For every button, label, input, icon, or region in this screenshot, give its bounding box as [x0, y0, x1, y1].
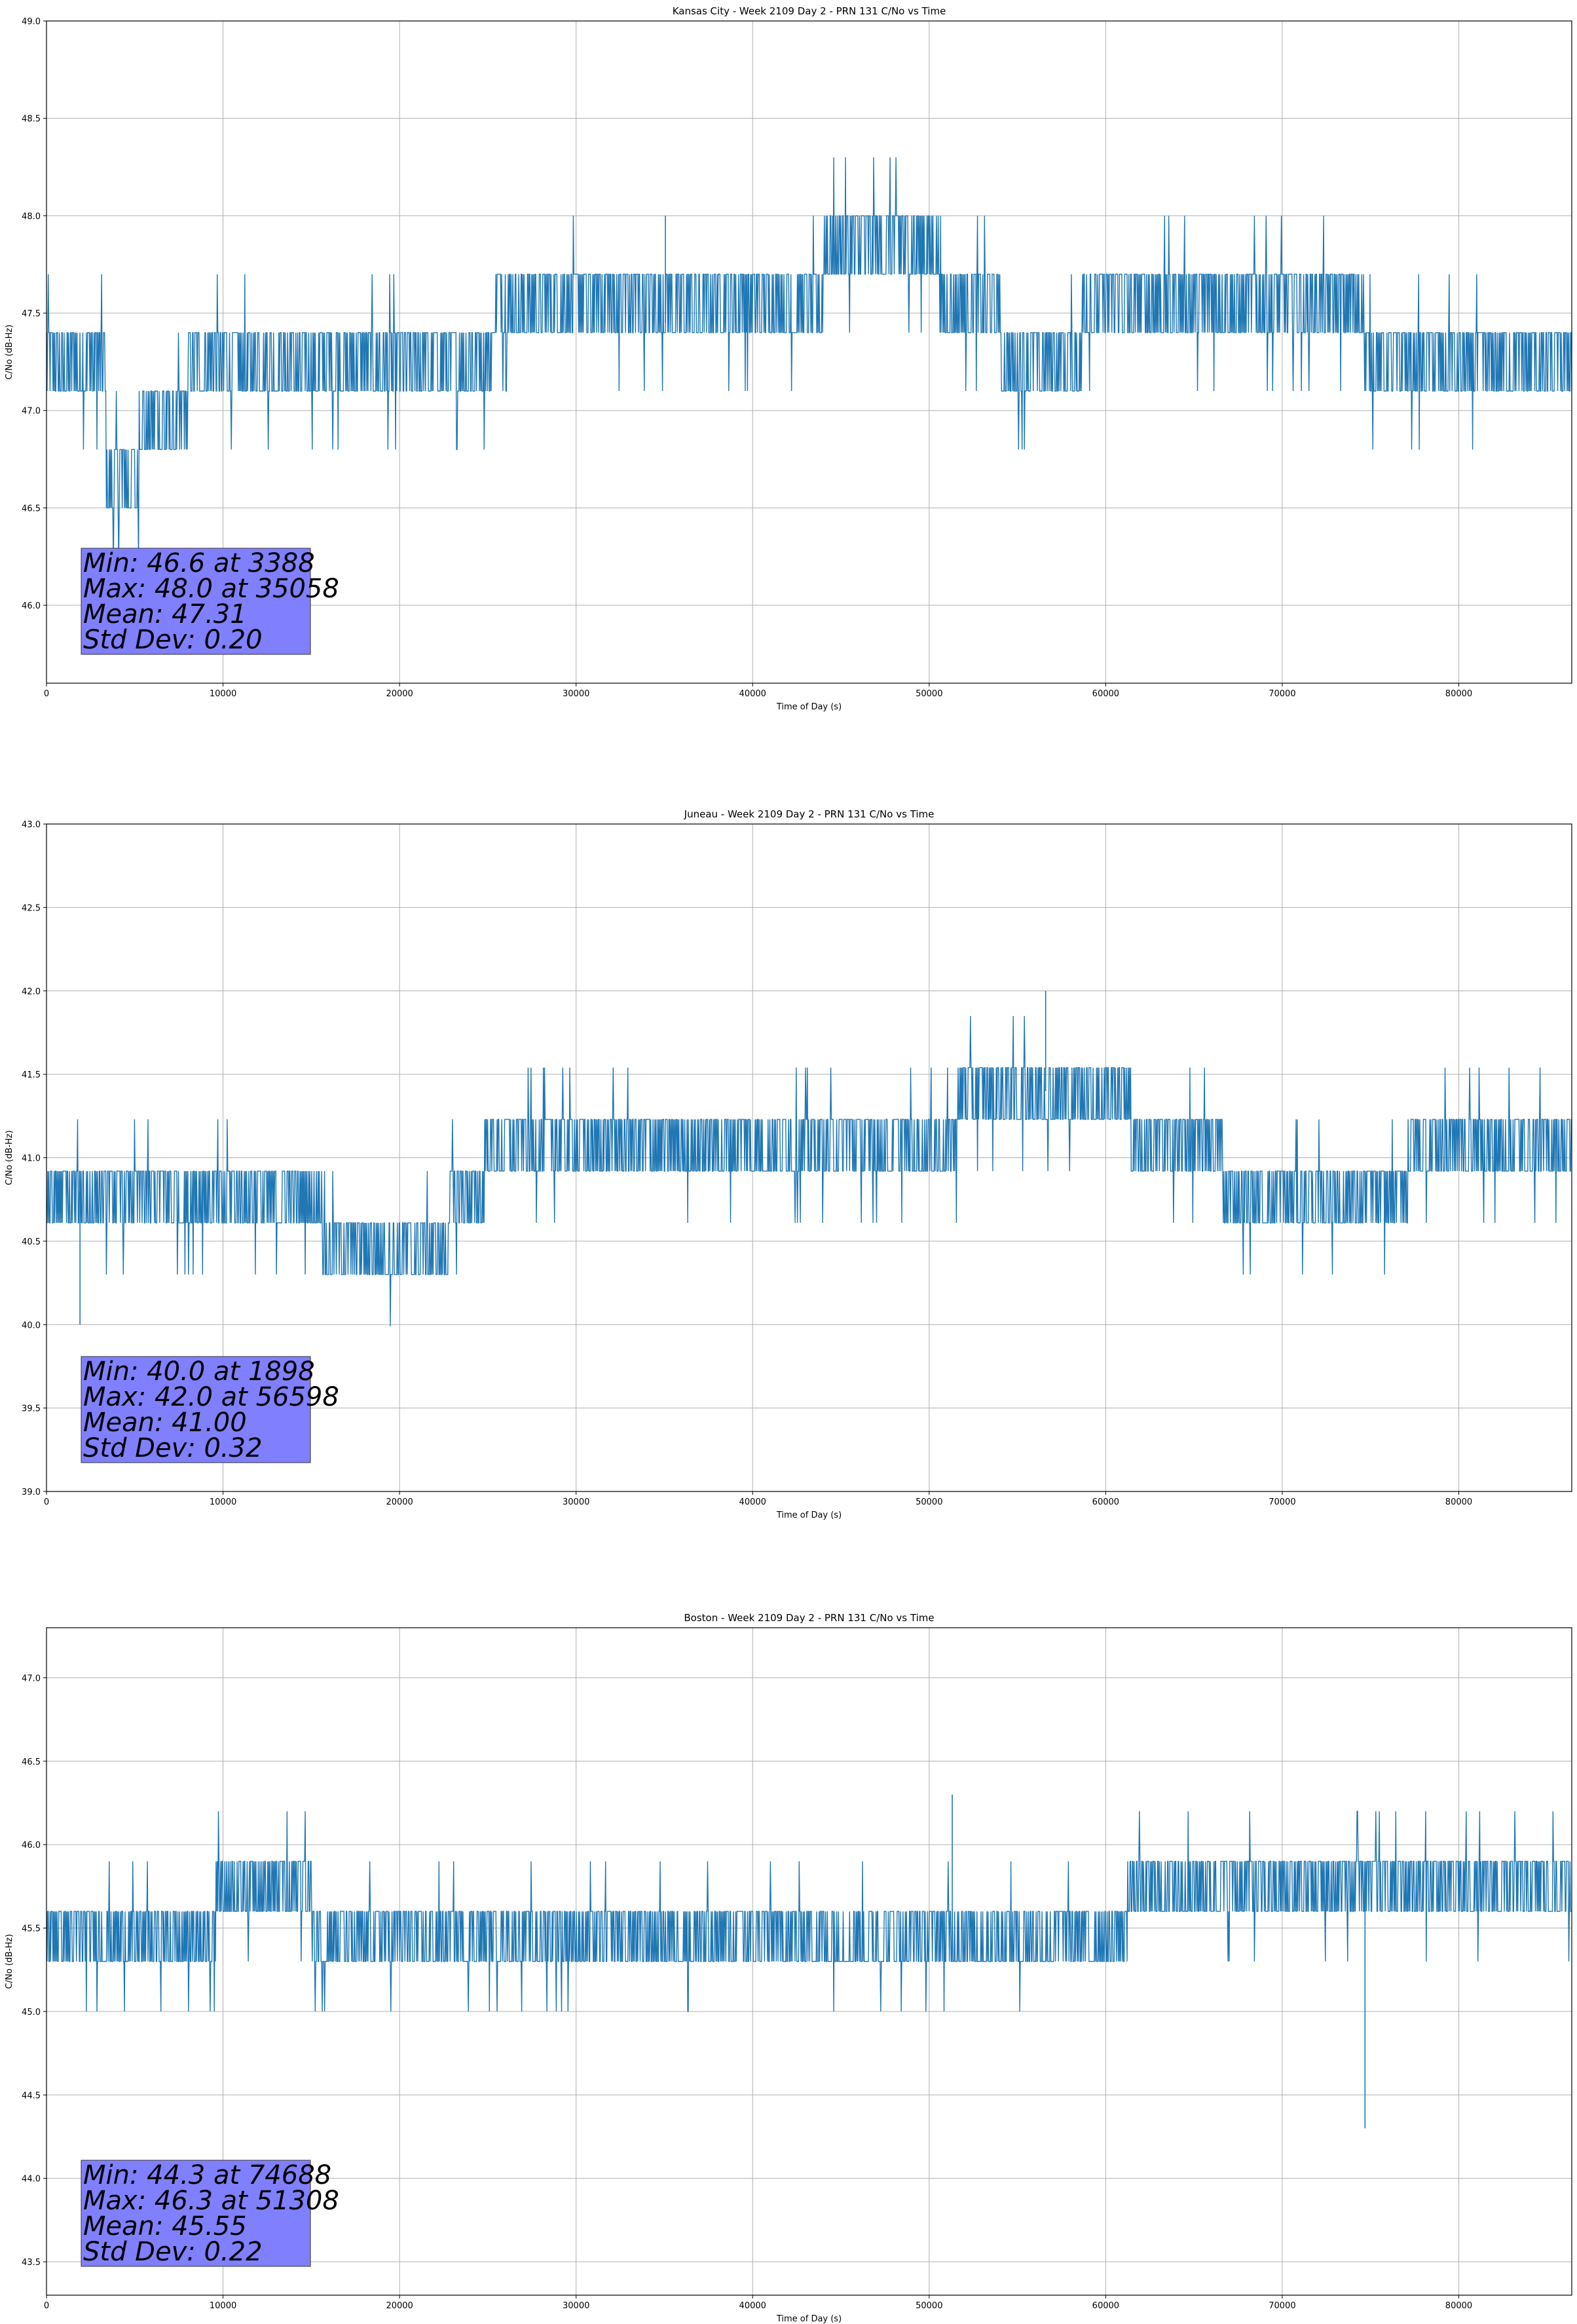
x-tick-label: 20000 [386, 2301, 413, 2311]
x-tick-label: 80000 [1445, 1497, 1472, 1507]
x-tick-label: 50000 [916, 2301, 942, 2311]
x-axis-label: Time of Day (s) [776, 1510, 842, 1520]
x-tick-label: 70000 [1269, 2301, 1295, 2311]
x-tick-label: 10000 [210, 689, 236, 699]
stats-line: Max: 48.0 at 35058 [83, 574, 339, 604]
x-axis-label: Time of Day (s) [776, 2314, 842, 2324]
data-series-line [46, 157, 1572, 567]
x-tick-label: 50000 [916, 1497, 942, 1507]
y-tick-label: 42.5 [22, 903, 41, 913]
chart-title: Boston - Week 2109 Day 2 - PRN 131 C/No … [684, 1612, 934, 1624]
stats-line: Min: 40.0 at 1898 [83, 1357, 315, 1387]
stats-line: Max: 46.3 at 51308 [83, 2186, 339, 2216]
y-tick-label: 46.5 [22, 504, 41, 514]
y-tick-label: 48.5 [22, 115, 41, 124]
x-tick-label: 40000 [739, 689, 766, 699]
stats-line: Min: 44.3 at 74688 [83, 2160, 331, 2190]
y-tick-label: 46.0 [22, 601, 41, 611]
chart-panel-3: 0 10000 20000 30000 40000 50000 60000 70000 8000… [5, 1612, 1572, 2324]
stats-line: Std Dev: 0.20 [83, 625, 263, 655]
y-tick-label: 44.5 [22, 2091, 41, 2101]
axes-frame [46, 20, 1572, 684]
y-axis-label: C/No (dB-Hz) [5, 325, 14, 380]
y-tick-label: 46.0 [22, 1841, 41, 1850]
x-tick-label: 0 [44, 1497, 49, 1507]
x-tick-label: 10000 [210, 2301, 236, 2311]
stats-line: Mean: 47.31 [83, 599, 247, 629]
y-tick-label: 41.0 [22, 1154, 41, 1164]
chart-title: Juneau - Week 2109 Day 2 - PRN 131 C/No … [684, 808, 935, 820]
y-tick-label: 39.0 [22, 1488, 41, 1497]
x-tick-label: 50000 [916, 689, 942, 699]
y-tick-label: 47.5 [22, 309, 41, 319]
x-tick-label: 80000 [1445, 2301, 1472, 2311]
stats-box [81, 1356, 311, 1463]
y-tick-label: 40.0 [22, 1321, 41, 1330]
stats-line: Std Dev: 0.32 [83, 1433, 263, 1463]
chart-panel-1: 0 10000 20000 30000 40000 50000 60000 70000 8000… [5, 5, 1572, 712]
x-tick-label: 30000 [563, 1497, 589, 1507]
x-tick-label: 70000 [1269, 689, 1295, 699]
stats-line: Min: 46.6 at 3388 [83, 548, 315, 578]
stats-box [81, 2160, 311, 2267]
x-axis-label: Time of Day (s) [776, 702, 842, 712]
chart-panel-2: 0 10000 20000 30000 40000 50000 60000 70000 8000… [5, 808, 1572, 1520]
x-tick-label: 0 [44, 2301, 49, 2311]
y-tick-label: 49.0 [22, 17, 41, 27]
y-tick-label: 47.0 [22, 407, 41, 417]
y-tick-label: 46.5 [22, 1757, 41, 1767]
x-tick-label: 60000 [1092, 1497, 1119, 1507]
x-tick-label: 60000 [1092, 2301, 1119, 2311]
stats-line: Mean: 41.00 [83, 1408, 247, 1438]
stats-box [81, 548, 311, 655]
y-tick-label: 43.0 [22, 820, 41, 830]
y-tick-label: 48.0 [22, 212, 41, 221]
x-tick-label: 60000 [1092, 689, 1119, 699]
x-tick-label: 0 [44, 689, 49, 699]
y-tick-label: 44.0 [22, 2175, 41, 2184]
data-series-line [46, 1015, 1572, 1326]
y-tick-label: 47.0 [22, 1674, 41, 1683]
y-tick-label: 45.5 [22, 1924, 41, 1934]
axes-frame [46, 1627, 1572, 2296]
y-tick-label: 43.5 [22, 2258, 41, 2268]
y-tick-label: 39.5 [22, 1404, 41, 1414]
stats-line: Max: 42.0 at 56598 [83, 1382, 339, 1412]
x-tick-label: 80000 [1445, 689, 1472, 699]
x-tick-label: 40000 [739, 2301, 766, 2311]
y-tick-label: 42.0 [22, 987, 41, 997]
x-tick-label: 20000 [386, 1497, 413, 1507]
data-series-line [46, 1810, 1572, 2012]
stats-line: Std Dev: 0.22 [83, 2237, 263, 2267]
x-tick-label: 10000 [210, 1497, 236, 1507]
x-tick-label: 40000 [739, 1497, 766, 1507]
x-tick-label: 20000 [386, 689, 413, 699]
y-axis-label: C/No (dB-Hz) [5, 1934, 14, 1989]
y-tick-label: 41.5 [22, 1070, 41, 1080]
y-axis-label: C/No (dB-Hz) [5, 1131, 14, 1186]
x-tick-label: 70000 [1269, 1497, 1295, 1507]
y-tick-label: 45.0 [22, 2008, 41, 2017]
y-tick-label: 40.5 [22, 1237, 41, 1247]
chart-title: Kansas City - Week 2109 Day 2 - PRN 131 … [673, 5, 946, 17]
stats-line: Mean: 45.55 [83, 2211, 247, 2241]
x-tick-label: 30000 [563, 689, 589, 699]
x-tick-label: 30000 [563, 2301, 589, 2311]
